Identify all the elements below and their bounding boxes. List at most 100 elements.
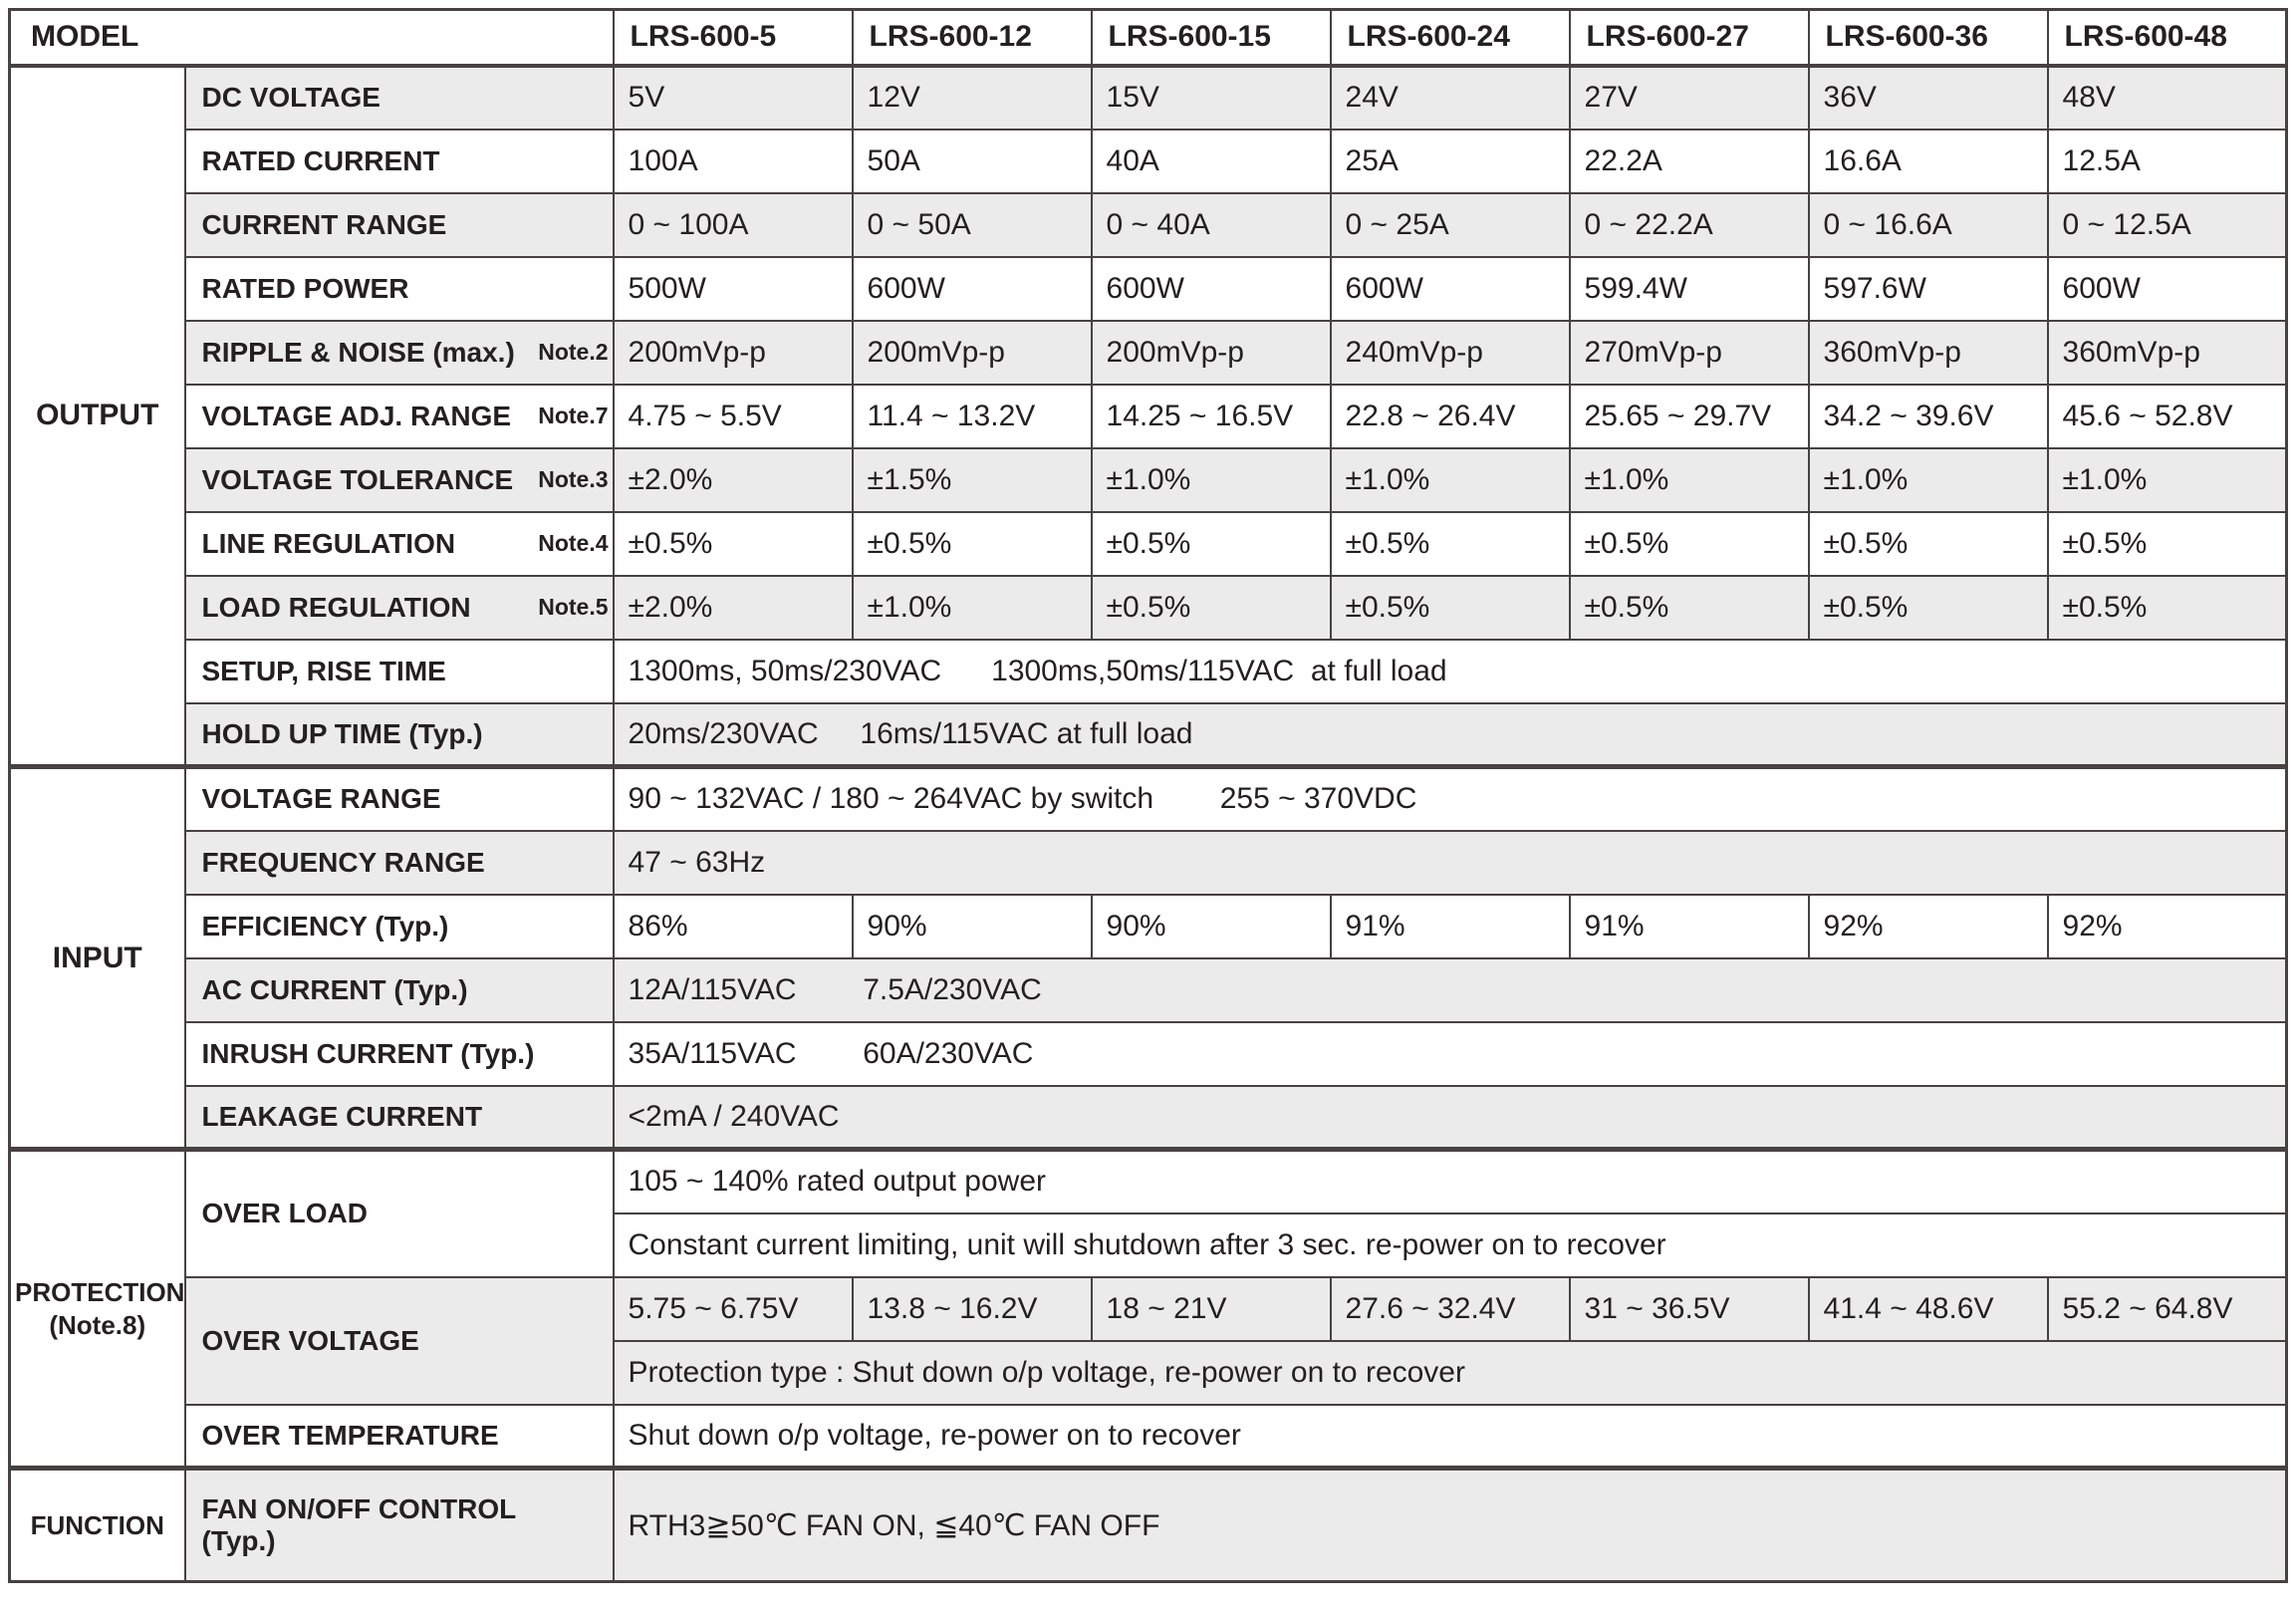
value-cell: 41.4 ~ 48.6V (1807, 1275, 2049, 1342)
value-cell: 360mVp-p (1807, 319, 2049, 386)
section-note-protection: (Note.8) (49, 1309, 146, 1340)
row-over-load-range: PROTECTION (Note.8) OVER LOAD 105 ~ 140%… (8, 1147, 2288, 1470)
row-label-fan-control: FAN ON/OFF CONTROL (Typ.) (183, 1466, 615, 1583)
value-cell: ±1.0% (1090, 446, 1332, 513)
model-column-header: LRS-600-36 (1807, 8, 2049, 68)
model-header-cell: MODEL (8, 8, 615, 68)
value-cell-span: 47 ~ 63Hz (612, 829, 2288, 896)
value-cell: 600W (1090, 255, 1332, 322)
value-cell-span: 1300ms, 50ms/230VAC 1300ms,50ms/115VAC a… (612, 638, 2288, 704)
value-cell: ±0.5% (2046, 574, 2288, 641)
model-column-header: LRS-600-48 (2046, 8, 2288, 68)
value-cell: 50A (851, 128, 1093, 194)
row-label-setup-rise-time: SETUP, RISE TIME (183, 638, 615, 704)
row-label-text: VOLTAGE ADJ. RANGE (201, 400, 512, 431)
value-cell: 0 ~ 50A (851, 191, 1093, 258)
row-label-rated-current: RATED CURRENT (183, 128, 615, 194)
value-cell: ±0.5% (612, 510, 854, 577)
value-cell: 86% (612, 893, 854, 959)
value-cell: 91% (1568, 893, 1810, 959)
value-cell: 24V (1329, 64, 1571, 131)
value-cell: ±2.0% (612, 446, 854, 513)
row-fan-control: FUNCTION FAN ON/OFF CONTROL (Typ.) RTH3≧… (8, 1466, 2288, 1583)
model-column-header: LRS-600-5 (612, 8, 854, 68)
value-cell: 27V (1568, 64, 1810, 131)
section-cell-function: FUNCTION (8, 1466, 186, 1583)
value-cell: ±0.5% (1329, 574, 1571, 641)
model-column-header: LRS-600-15 (1090, 8, 1332, 68)
value-cell: ±1.0% (2046, 446, 2288, 513)
value-cell: ±1.0% (1568, 446, 1810, 513)
value-cell: 0 ~ 22.2A (1568, 191, 1810, 258)
row-label-dc-voltage: DC VOLTAGE (183, 64, 615, 131)
note-ref: Note.7 (538, 403, 609, 428)
value-cell: ±1.0% (851, 574, 1093, 641)
model-column-header: LRS-600-27 (1568, 8, 1810, 68)
value-cell: 13.8 ~ 16.2V (851, 1275, 1093, 1342)
value-cell: 600W (851, 255, 1093, 322)
section-cell-output: OUTPUT (8, 64, 186, 768)
value-cell-span: 12A/115VAC 7.5A/230VAC (612, 956, 2288, 1023)
value-cell: ±0.5% (1090, 510, 1332, 577)
row-voltage-tolerance: VOLTAGE TOLERANCE Note.3 ±2.0% ±1.5% ±1.0… (10, 446, 2288, 513)
value-cell: 270mVp-p (1568, 319, 1810, 386)
row-label-over-load: OVER LOAD (183, 1147, 615, 1278)
value-cell-span: 105 ~ 140% rated output power (612, 1147, 2288, 1214)
value-cell: 18 ~ 21V (1090, 1275, 1332, 1342)
row-ripple-noise: RIPPLE & NOISE (max.) Note.2 200mVp-p 200… (10, 319, 2288, 386)
section-label-protection: PROTECTION (15, 1277, 185, 1307)
row-label-frequency-range: FREQUENCY RANGE (183, 829, 615, 896)
value-cell: 92% (1807, 893, 2049, 959)
row-label-rated-power: RATED POWER (183, 255, 615, 322)
row-leakage-current: LEAKAGE CURRENT <2mA / 240VAC (10, 1084, 2288, 1151)
value-cell: 11.4 ~ 13.2V (851, 383, 1093, 449)
row-label-ac-current: AC CURRENT (Typ.) (183, 956, 615, 1023)
value-cell: 12V (851, 64, 1093, 131)
row-frequency-range: FREQUENCY RANGE 47 ~ 63Hz (10, 829, 2288, 896)
value-cell: 597.6W (1807, 255, 2049, 322)
section-cell-protection: PROTECTION (Note.8) (8, 1147, 186, 1470)
value-cell-span: 90 ~ 132VAC / 180 ~ 264VAC by switch 255… (612, 764, 2288, 832)
value-cell: ±1.0% (1807, 446, 2049, 513)
value-cell: 48V (2046, 64, 2288, 131)
value-cell-span: Protection type : Shut down o/p voltage,… (612, 1339, 2288, 1406)
note-ref: Note.3 (538, 466, 609, 492)
value-cell: 31 ~ 36.5V (1568, 1275, 1810, 1342)
value-cell: 0 ~ 25A (1329, 191, 1571, 258)
section-cell-input: INPUT (8, 764, 186, 1151)
row-load-regulation: LOAD REGULATION Note.5 ±2.0% ±1.0% ±0.5% … (10, 574, 2288, 641)
value-cell: ±0.5% (1090, 574, 1332, 641)
row-label-text: VOLTAGE TOLERANCE (201, 463, 514, 495)
value-cell: ±0.5% (1329, 510, 1571, 577)
row-label-efficiency: EFFICIENCY (Typ.) (183, 893, 615, 959)
row-label-hold-up-time: HOLD UP TIME (Typ.) (183, 701, 615, 768)
value-cell: 91% (1329, 893, 1571, 959)
value-cell: ±2.0% (612, 574, 854, 641)
value-cell: 0 ~ 100A (612, 191, 854, 258)
spec-table: MODEL LRS-600-5 LRS-600-12 LRS-600-15 LR… (8, 8, 2288, 1583)
value-cell: 22.2A (1568, 128, 1810, 194)
value-cell: 55.2 ~ 64.8V (2046, 1275, 2288, 1342)
value-cell: 25.65 ~ 29.7V (1568, 383, 1810, 449)
value-cell: 360mVp-p (2046, 319, 2288, 386)
value-cell: 14.25 ~ 16.5V (1090, 383, 1332, 449)
row-inrush-current: INRUSH CURRENT (Typ.) 35A/115VAC 60A/230… (10, 1020, 2288, 1087)
value-cell: ±0.5% (2046, 510, 2288, 577)
value-cell: 16.6A (1807, 128, 2049, 194)
note-ref: Note.2 (538, 339, 609, 365)
value-cell: 12.5A (2046, 128, 2288, 194)
value-cell: 22.8 ~ 26.4V (1329, 383, 1571, 449)
row-label-line-regulation: LINE REGULATION Note.4 (183, 510, 615, 577)
value-cell: 5V (612, 64, 854, 131)
value-cell: 5.75 ~ 6.75V (612, 1275, 854, 1342)
row-ac-current: AC CURRENT (Typ.) 12A/115VAC 7.5A/230VAC (10, 956, 2288, 1023)
row-label-text: RIPPLE & NOISE (max.) (201, 336, 515, 368)
value-cell: 0 ~ 16.6A (1807, 191, 2049, 258)
row-over-voltage-type: Protection type : Shut down o/p voltage,… (10, 1339, 2288, 1406)
value-cell: 40A (1090, 128, 1332, 194)
row-label-voltage-tolerance: VOLTAGE TOLERANCE Note.3 (183, 446, 615, 513)
note-ref: Note.5 (538, 594, 609, 620)
value-cell: ±0.5% (1807, 510, 2049, 577)
value-cell: 90% (851, 893, 1093, 959)
value-cell-span: Constant current limiting, unit will shu… (612, 1211, 2288, 1278)
